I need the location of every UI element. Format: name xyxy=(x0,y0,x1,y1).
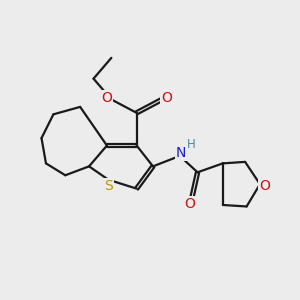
Text: O: O xyxy=(161,91,172,105)
Text: O: O xyxy=(259,179,270,193)
Text: O: O xyxy=(101,91,112,105)
Text: O: O xyxy=(185,197,196,212)
Text: S: S xyxy=(105,179,113,193)
Text: H: H xyxy=(187,138,195,152)
Text: N: N xyxy=(176,146,186,160)
